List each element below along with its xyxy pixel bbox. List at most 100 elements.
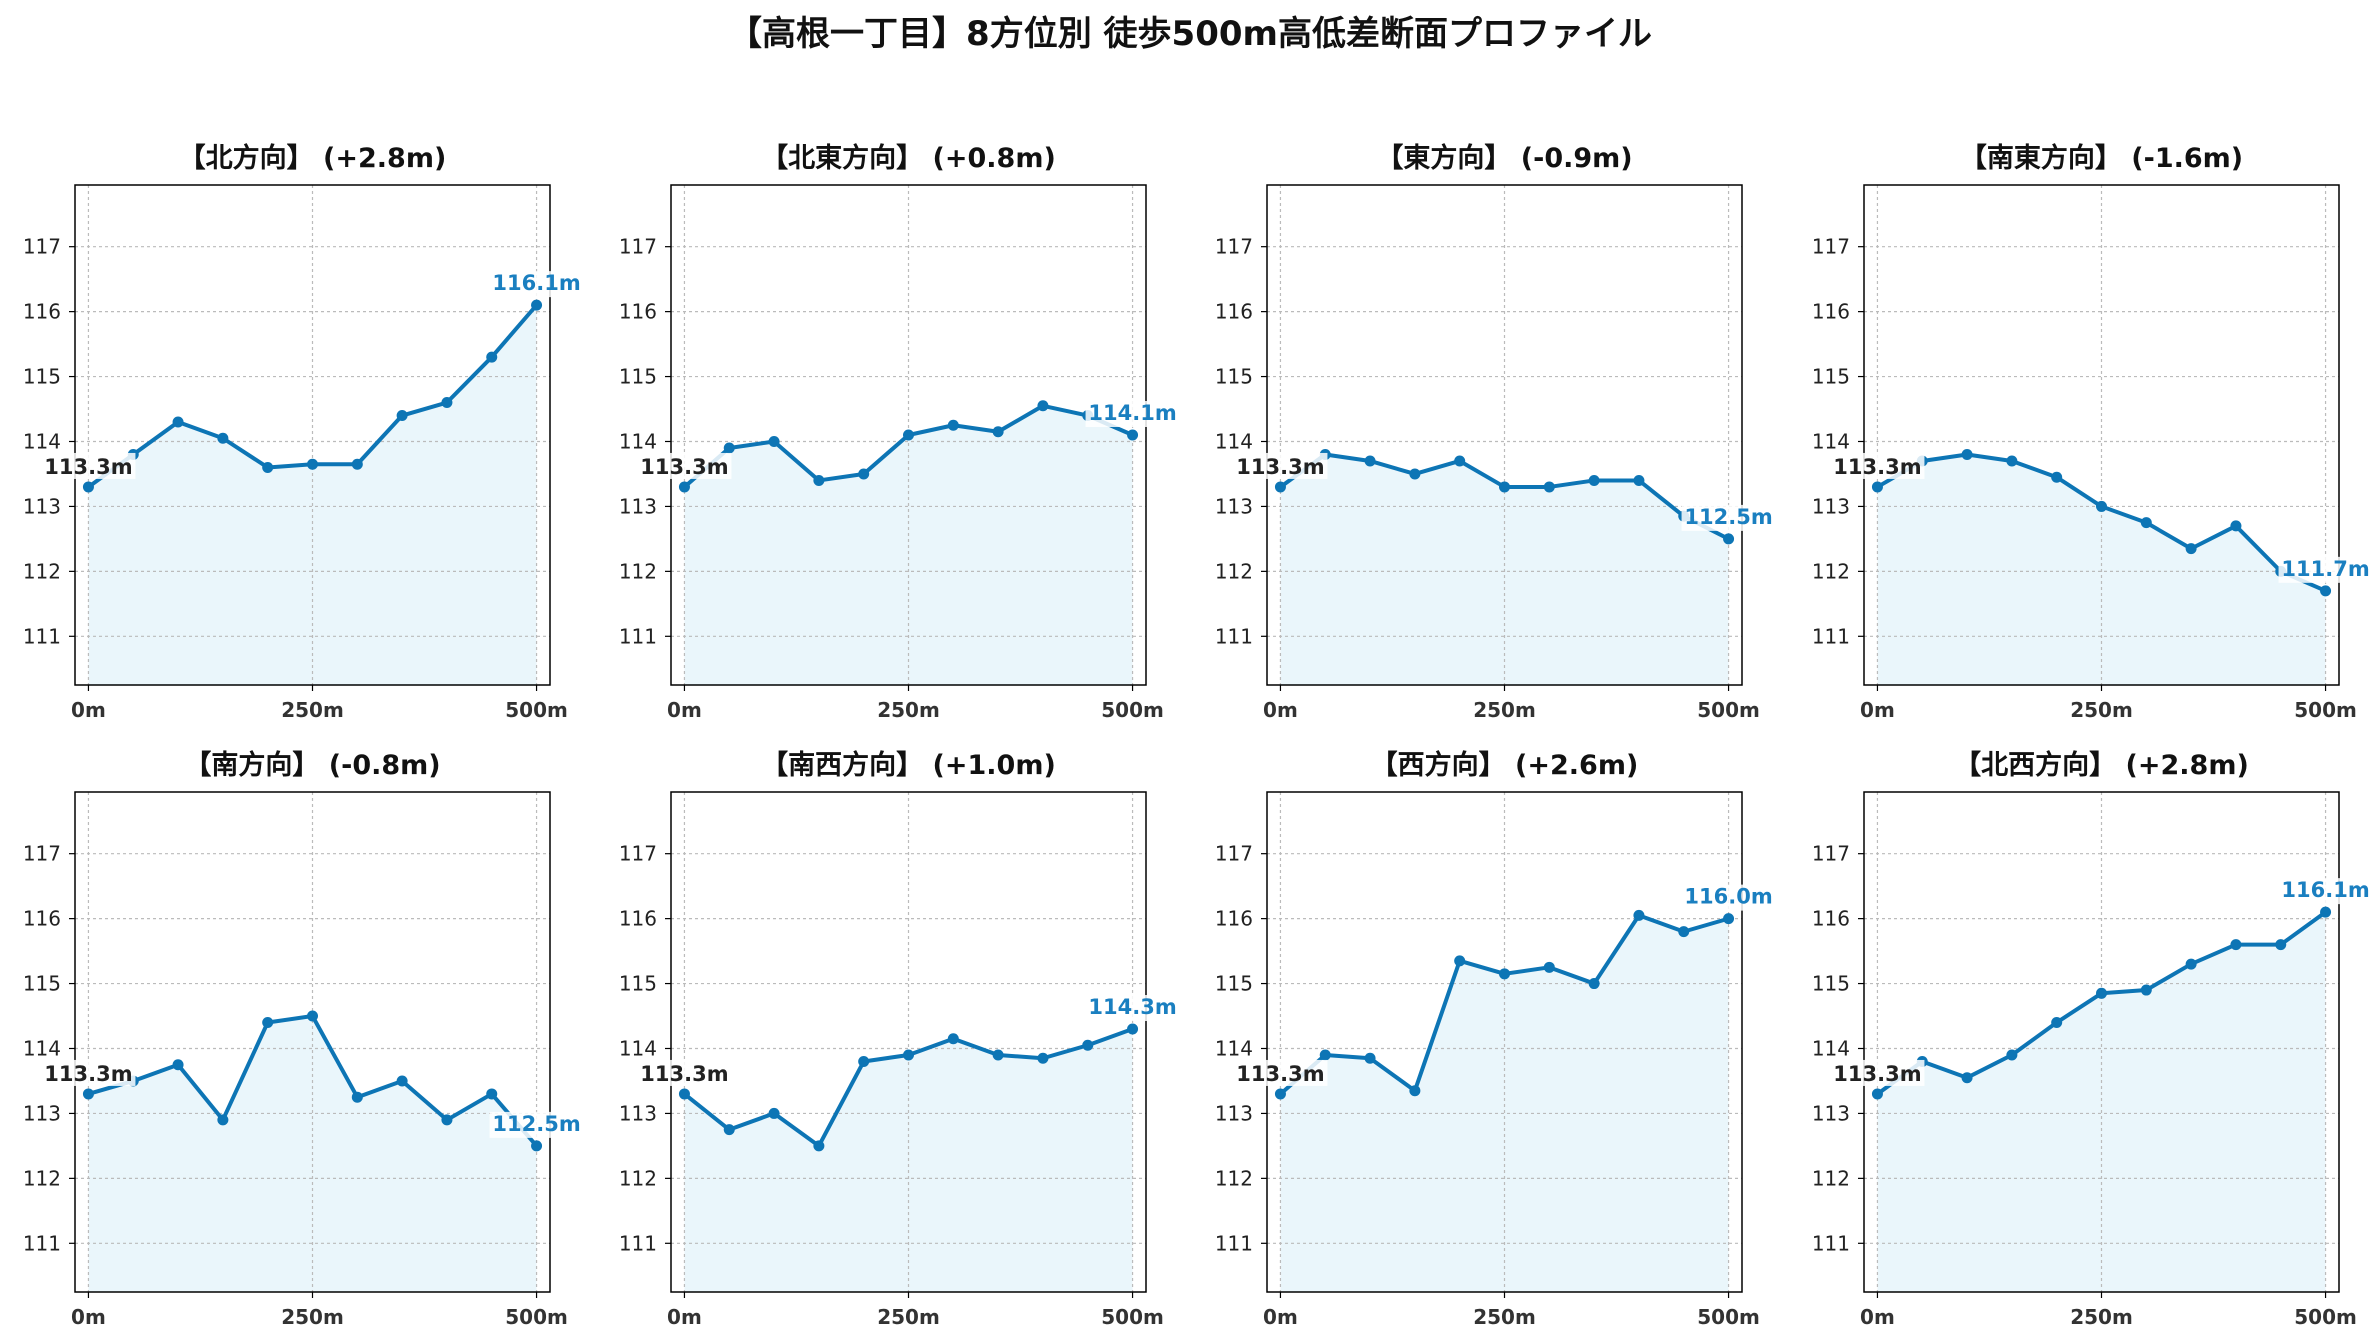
x-tick-label: 500m — [2294, 698, 2357, 722]
subplot-title: 【東方向】 (-0.9m) — [1376, 142, 1632, 174]
data-point — [1543, 961, 1555, 973]
plot-frame — [74, 184, 551, 686]
start-label-bg — [1830, 452, 1925, 479]
end-label-bg — [489, 1111, 584, 1138]
start-value-label: 113.3m — [640, 1062, 728, 1086]
y-tick-label: 111 — [1215, 1231, 1253, 1255]
data-point — [2006, 455, 2018, 467]
y-tick-label: 116 — [1215, 300, 1253, 324]
end-value-label: 116.1m — [2281, 878, 2369, 902]
y-tick-label: 113 — [619, 494, 657, 518]
data-point — [1409, 468, 1421, 480]
y-tick-label: 112 — [1812, 559, 1850, 583]
start-label-bg — [1233, 1059, 1328, 1086]
y-tick-label: 115 — [1215, 365, 1253, 389]
data-point — [813, 1140, 825, 1152]
start-label-bg — [41, 452, 136, 479]
data-point — [723, 1124, 735, 1136]
data-point — [1588, 474, 1600, 486]
start-label-bg — [1830, 1059, 1925, 1086]
subplot-title: 【北東方向】 (+0.8m) — [761, 142, 1056, 174]
end-value-label: 114.3m — [1088, 995, 1176, 1019]
y-tick-label: 115 — [23, 365, 61, 389]
x-tick-label: 500m — [505, 1305, 568, 1329]
y-tick-label: 115 — [619, 365, 657, 389]
data-point — [1037, 400, 1049, 412]
data-point — [82, 481, 94, 493]
y-tick-label: 113 — [1812, 1101, 1850, 1125]
y-tick-label: 111 — [1215, 624, 1253, 648]
y-tick-label: 116 — [1215, 907, 1253, 931]
end-value-label: 112.5m — [1684, 505, 1772, 529]
start-value-label: 113.3m — [44, 1062, 132, 1086]
data-point — [678, 1088, 690, 1100]
start-label-bg — [637, 452, 732, 479]
subplot-title: 【南西方向】 (+1.0m) — [761, 749, 1056, 781]
y-tick-label: 115 — [619, 972, 657, 996]
y-tick-label: 111 — [1812, 1231, 1850, 1255]
y-tick-label: 116 — [23, 300, 61, 324]
data-point — [486, 1088, 498, 1100]
data-point — [2230, 939, 2242, 951]
data-point — [1274, 1088, 1286, 1100]
y-tick-label: 116 — [1812, 300, 1850, 324]
end-label-bg — [489, 271, 584, 298]
plot-frame — [1266, 184, 1743, 686]
end-value-label: 116.1m — [492, 271, 580, 295]
x-tick-label: 0m — [71, 698, 106, 722]
data-point — [768, 435, 780, 447]
x-tick-label: 500m — [1697, 698, 1760, 722]
y-tick-label: 115 — [1812, 972, 1850, 996]
x-tick-label: 250m — [877, 1305, 940, 1329]
x-tick-label: 250m — [2070, 698, 2133, 722]
y-tick-label: 112 — [23, 1166, 61, 1190]
data-point — [531, 299, 543, 311]
data-point — [2096, 987, 2107, 999]
data-point — [1409, 1085, 1421, 1097]
y-tick-label: 112 — [619, 1166, 657, 1190]
data-point — [1127, 429, 1139, 441]
plot-frame — [670, 791, 1147, 1293]
y-tick-label: 113 — [619, 1101, 657, 1125]
data-point — [992, 1049, 1004, 1061]
data-point — [351, 458, 363, 470]
chart-panel: 111 112 113 114 115 116 117 0m 250m 500m 113.3m 114… — [619, 142, 1180, 722]
data-point — [262, 1017, 274, 1029]
data-point — [1364, 455, 1376, 467]
x-tick-label: 500m — [1101, 1305, 1164, 1329]
chart-panel: 111 112 113 114 115 116 117 0m 250m 500m 113.3m 116… — [1812, 749, 2373, 1329]
data-point — [1082, 1039, 1094, 1051]
y-tick-label: 111 — [619, 1231, 657, 1255]
data-point — [1499, 481, 1510, 493]
data-point — [2140, 984, 2152, 996]
data-point — [1319, 1049, 1331, 1061]
data-point — [307, 458, 318, 470]
data-point — [1454, 955, 1466, 967]
data-point — [1678, 926, 1690, 938]
data-point — [1037, 1052, 1049, 1064]
x-tick-label: 0m — [667, 1305, 702, 1329]
subplot-title: 【西方向】 (+2.6m) — [1371, 749, 1639, 781]
data-point — [486, 351, 498, 363]
start-value-label: 113.3m — [1833, 1062, 1921, 1086]
chart-panel: 111 112 113 114 115 116 117 0m 250m 500m 113.3m 116… — [1215, 749, 1776, 1329]
end-value-label: 116.0m — [1684, 885, 1772, 909]
x-tick-label: 0m — [1263, 1305, 1298, 1329]
start-value-label: 113.3m — [1236, 1062, 1324, 1086]
subplot-title: 【北方向】 (+2.8m) — [179, 142, 447, 174]
x-tick-label: 250m — [1473, 698, 1536, 722]
data-point — [441, 397, 453, 409]
data-point — [1723, 913, 1735, 925]
end-value-label: 111.7m — [2281, 557, 2369, 581]
y-tick-label: 117 — [23, 842, 61, 866]
data-point — [531, 1140, 543, 1152]
data-point — [1588, 978, 1600, 990]
data-point — [172, 1059, 184, 1071]
start-label-bg — [1233, 452, 1328, 479]
data-point — [2006, 1049, 2018, 1061]
data-point — [1499, 968, 1510, 980]
data-point — [903, 1049, 914, 1061]
y-tick-label: 114 — [23, 429, 61, 453]
area-fill — [1877, 912, 2326, 1292]
end-value-label: 114.1m — [1088, 401, 1176, 425]
